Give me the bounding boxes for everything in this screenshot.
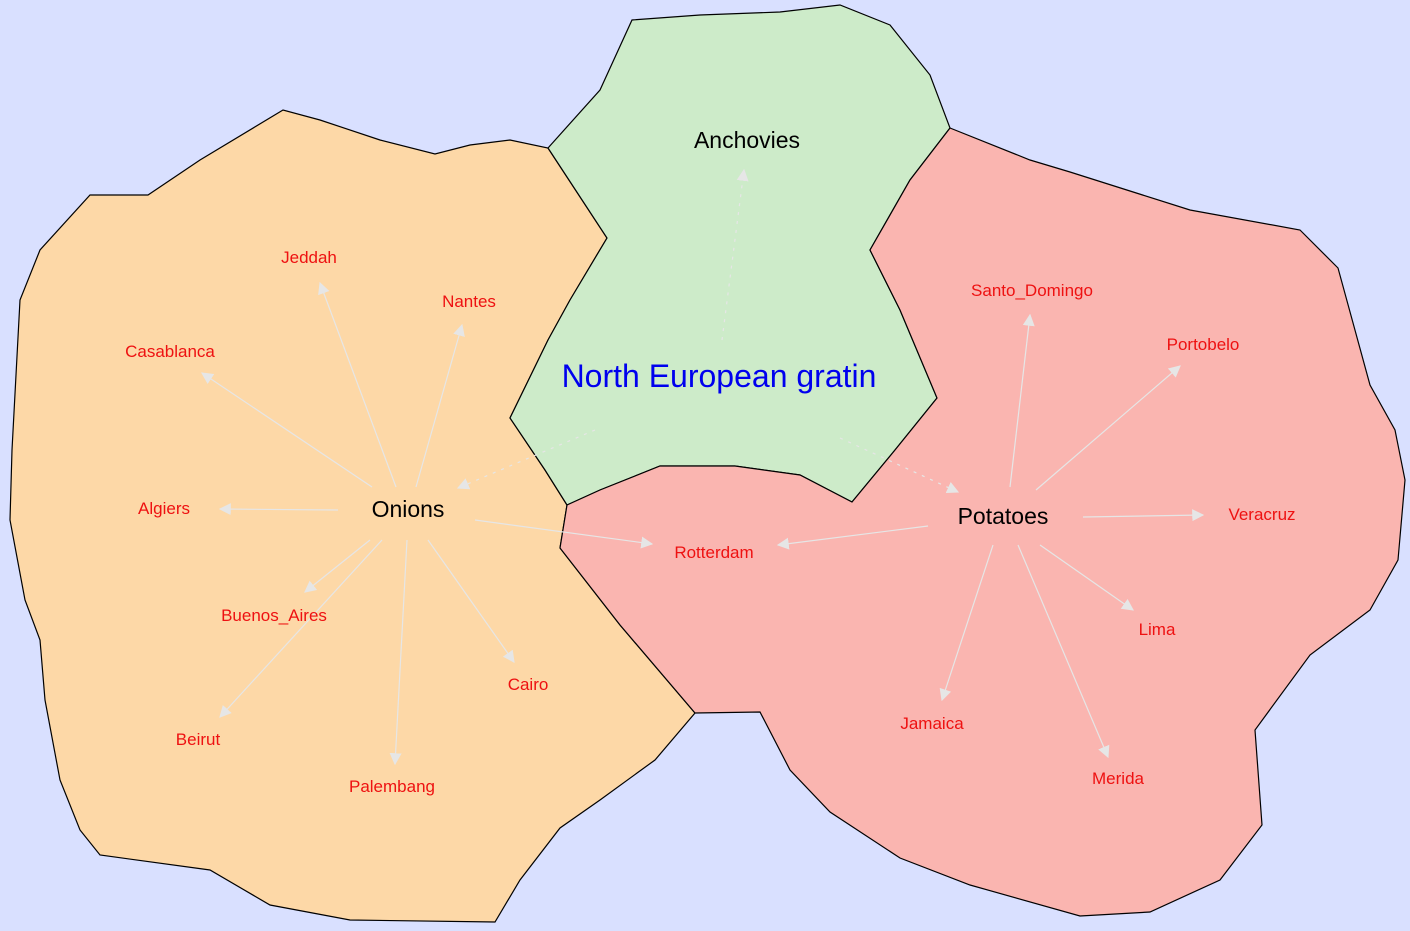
onions-label: Onions — [372, 496, 445, 522]
anchovies-label: Anchovies — [694, 127, 800, 153]
edge-potatoes-santo-domingo — [1009, 313, 1035, 488]
potatoes-label: Potatoes — [958, 503, 1049, 529]
edge-onions-beirut — [219, 539, 383, 718]
city-label-beirut: Beirut — [176, 730, 221, 749]
city-label-palembang: Palembang — [349, 777, 435, 796]
city-label-merida: Merida — [1092, 769, 1145, 788]
city-label-jamaica: Jamaica — [900, 714, 964, 733]
city-label-algiers: Algiers — [138, 499, 190, 518]
city-label-casablanca: Casablanca — [125, 342, 215, 361]
edge-gratin-potatoes — [839, 437, 960, 493]
edge-onions-rotterdam — [474, 519, 654, 549]
city-label-veracruz: Veracruz — [1228, 505, 1295, 524]
city-label-lima: Lima — [1139, 620, 1176, 639]
edge-potatoes-portobelo — [1035, 365, 1181, 491]
edge-gratin-onions — [456, 429, 596, 490]
edge-onions-palembang — [389, 539, 408, 766]
edge-onions-nantes — [415, 323, 465, 488]
edge-potatoes-rotterdam — [776, 525, 929, 550]
city-label-cairo: Cairo — [508, 675, 549, 694]
city-labels: Jeddah Nantes Casablanca Algiers Buenos_… — [125, 248, 1295, 796]
city-label-buenos-aires: Buenos_Aires — [221, 606, 327, 625]
edge-onions-casablanca — [201, 372, 373, 488]
city-label-santo-domingo: Santo_Domingo — [971, 281, 1093, 300]
edge-potatoes-lima — [1039, 544, 1134, 611]
potatoes-region — [559, 127, 1406, 917]
edge-onions-algiers — [218, 503, 339, 516]
city-label-portobelo: Portobelo — [1167, 335, 1240, 354]
edge-onions-jeddah — [318, 281, 397, 488]
edge-onions-cairo — [427, 539, 515, 663]
city-label-jeddah: Jeddah — [281, 248, 337, 267]
diagram-title: North European gratin — [562, 358, 877, 394]
edge-potatoes-jamaica — [939, 544, 994, 702]
dotted-edges — [456, 168, 960, 493]
city-label-rotterdam: Rotterdam — [674, 543, 753, 562]
edge-potatoes-veracruz — [1082, 509, 1205, 522]
edges — [201, 281, 1205, 766]
edge-onions-buenos-aires — [304, 539, 371, 593]
edge-gratin-anchovies — [721, 168, 749, 341]
edge-potatoes-merida — [1017, 544, 1110, 759]
city-label-nantes: Nantes — [442, 292, 496, 311]
